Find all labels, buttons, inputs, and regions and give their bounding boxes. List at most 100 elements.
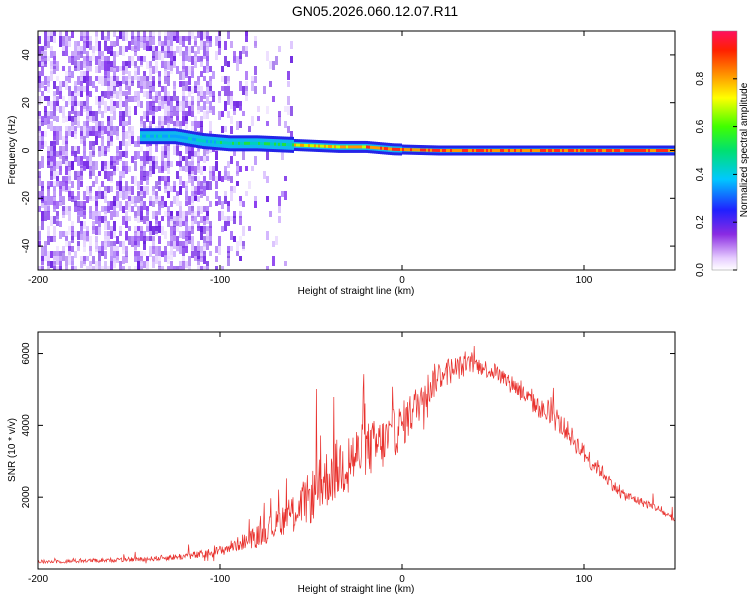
spectrogram-cell (230, 101, 233, 109)
spectrogram-ridge-core (620, 149, 622, 152)
spectrogram-cell (137, 181, 140, 190)
spectrogram-cell (56, 251, 59, 256)
spectrogram-cell (128, 196, 131, 201)
spectrogram-ytick-label: 40 (21, 49, 32, 61)
spectrogram-cell (161, 201, 164, 208)
spectrogram-cell (98, 126, 101, 133)
spectrogram-ridge-core (476, 149, 478, 152)
spectrogram-cell (176, 111, 179, 120)
spectrogram-cell (227, 31, 230, 39)
spectrogram-cell (188, 266, 191, 270)
spectrogram-cell (158, 236, 161, 244)
spectrogram-cell (113, 76, 116, 81)
spectrogram-cell (86, 111, 89, 119)
spectrogram-cell (179, 161, 182, 167)
spectrogram-ridge-core (272, 142, 274, 146)
spectrogram-cell (143, 31, 146, 37)
spectrogram-cell (176, 226, 179, 232)
spectrogram-cell (143, 231, 146, 238)
spectrogram-cell (59, 106, 62, 113)
spectrogram-cell (110, 211, 113, 220)
spectrogram-ridge-core (494, 149, 496, 152)
spectrogram-cell (197, 91, 200, 96)
spectrogram-cell (53, 91, 56, 98)
spectrogram-cell (53, 236, 56, 242)
spectrogram-ridge-core (326, 144, 328, 148)
spectrogram-cell (116, 181, 119, 190)
spectrogram-cell (215, 161, 218, 171)
spectrogram-cell (107, 161, 110, 170)
spectrogram-ridge-core (638, 149, 640, 152)
spectrogram-ridge-core (202, 139, 204, 143)
spectrogram-cell (146, 256, 149, 262)
spectrogram-cell (137, 66, 140, 75)
spectrogram-ridge-core (158, 134, 160, 138)
spectrogram-cell (44, 211, 47, 216)
spectrogram-cell (104, 161, 107, 169)
spectrogram-cell (206, 241, 209, 250)
spectrogram-cell (200, 36, 203, 41)
spectrogram-cell (167, 36, 170, 46)
spectrogram-cell (206, 31, 209, 39)
spectrogram-cell (65, 236, 68, 241)
spectrogram-cell (170, 161, 173, 167)
spectrogram-cell (209, 66, 212, 72)
spectrogram-cell (158, 196, 161, 202)
spectrogram-cell (38, 96, 41, 105)
spectrogram-ridge-core (656, 149, 658, 152)
spectrogram-cell (167, 216, 170, 221)
spectrogram-cell (68, 41, 71, 47)
spectrogram-ridge-core (598, 149, 600, 152)
spectrogram-cell (59, 86, 62, 94)
spectrogram-cell (125, 231, 128, 240)
spectrogram-cell (197, 251, 200, 259)
spectrogram-ridge-core (522, 149, 524, 152)
spectrogram-cell (134, 211, 137, 218)
spectrogram-cell (134, 46, 137, 52)
spectrogram-ridge-core (556, 149, 558, 152)
spectrogram-ridge-core (660, 149, 662, 152)
spectrogram-cell (140, 216, 143, 222)
spectrogram-cell (59, 181, 62, 189)
spectrogram-cell (47, 86, 50, 93)
spectrogram-ridge-core (602, 149, 604, 152)
spectrogram-cell (167, 221, 170, 227)
spectrogram-ridge-core (498, 149, 500, 152)
spectrogram-cell (278, 46, 281, 52)
spectrogram-ridge-core (478, 149, 480, 152)
spectrogram-cell (170, 231, 173, 236)
spectrogram-cell (176, 31, 179, 38)
spectrogram-cell (185, 36, 188, 41)
spectrogram-ridge-core (254, 141, 256, 145)
snr-ytick-label: 4000 (21, 414, 32, 437)
spectrogram-cell (116, 146, 119, 153)
spectrogram-cell (182, 231, 185, 239)
spectrogram-ridge-core (316, 144, 318, 148)
spectrogram-cell (107, 36, 110, 41)
spectrogram-cell (176, 161, 179, 166)
spectrogram-cell (95, 161, 98, 170)
spectrogram-cell (212, 71, 215, 79)
spectrogram-ridge-core (588, 149, 590, 152)
spectrogram-ytick-label: 0 (21, 147, 32, 153)
spectrogram-ridge-core (606, 149, 608, 152)
spectrogram-ridge-core (402, 148, 404, 152)
spectrogram-cell (65, 136, 68, 144)
spectrogram-cell (134, 241, 137, 250)
spectrogram-cell (68, 66, 71, 72)
spectrogram-cell (71, 121, 74, 130)
spectrogram-cell (173, 241, 176, 249)
spectrogram-cell (179, 106, 182, 112)
spectrogram-cell (89, 106, 92, 114)
spectrogram-cell (170, 221, 173, 230)
spectrogram-ridge-core (484, 149, 486, 152)
spectrogram-cell (65, 161, 68, 169)
spectrogram-cell (188, 226, 191, 235)
spectrogram-ridge-core (410, 148, 412, 152)
spectrogram-cell (128, 266, 131, 270)
spectrogram-ridge-core (432, 148, 434, 152)
spectrogram-cell (89, 76, 92, 86)
spectrogram-cell (200, 56, 203, 62)
spectrogram-cell (170, 56, 173, 65)
spectrogram-cell (152, 31, 155, 39)
